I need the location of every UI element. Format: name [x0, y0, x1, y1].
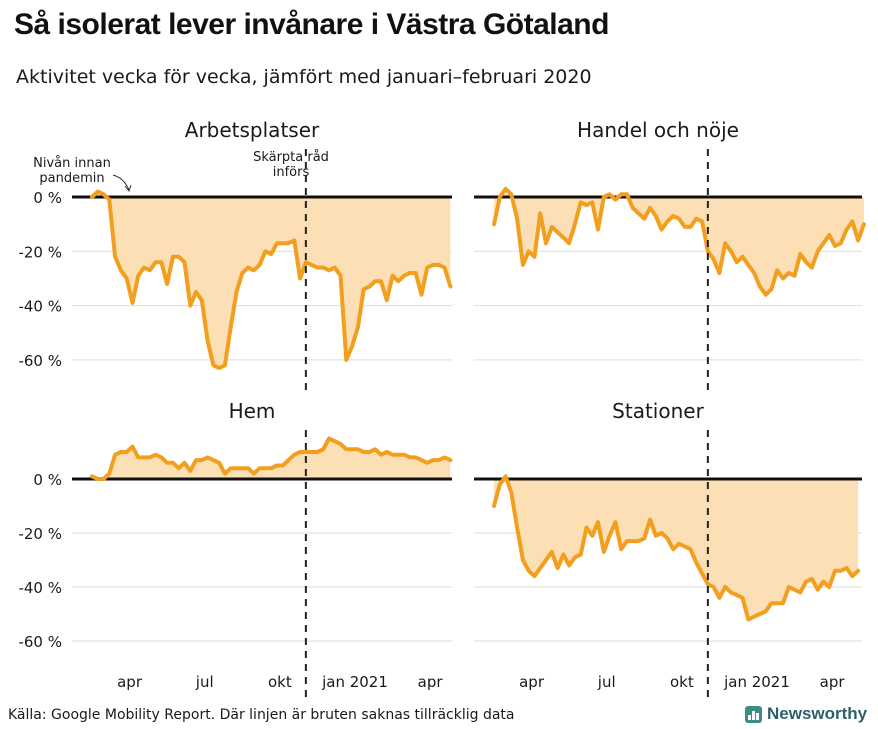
series-line	[492, 474, 861, 622]
x-tick-label: apr	[820, 673, 846, 691]
panel-3: 0 % -20 % -40 % -60 % Hem apr jul okt jan 2021 ap…	[18, 399, 453, 700]
panel-1: 0 % -20 % -40 % -60 % Arbetsplatser	[18, 118, 453, 395]
series-line	[492, 186, 866, 297]
series-line	[90, 436, 453, 481]
series-area	[494, 476, 859, 620]
baseline-annotation: Nivån innan pandemin	[33, 156, 111, 186]
x-tick-label: jan 2021	[321, 673, 388, 691]
x-tick-label: jul	[195, 673, 214, 691]
x-tick-label: okt	[670, 673, 694, 691]
brand-logo[interactable]: Newsworthy	[745, 704, 867, 724]
panel-title: Hem	[229, 399, 276, 423]
bar-chart-icon	[745, 705, 762, 723]
y-tick-label: -20 %	[18, 243, 62, 261]
source-note: Källa: Google Mobility Report. Där linje…	[8, 707, 515, 723]
x-tick-label: okt	[268, 673, 292, 691]
panel-title: Handel och nöje	[577, 118, 739, 142]
y-tick-label: -20 %	[18, 525, 62, 543]
x-tick-label: apr	[418, 673, 444, 691]
x-tick-label: jul	[597, 673, 616, 691]
x-tick-label: jan 2021	[723, 673, 790, 691]
panel-title: Arbetsplatser	[185, 118, 320, 142]
y-tick-label: -60 %	[18, 352, 62, 370]
x-tick-label: apr	[519, 673, 545, 691]
annotation-arrow	[112, 174, 130, 191]
annotation-arrowhead	[124, 184, 132, 193]
panel-4: Stationer apr jul okt jan 2021 apr	[474, 399, 862, 700]
y-tick-label: -40 %	[18, 298, 62, 316]
panel-2: Handel och nöje	[474, 118, 866, 395]
series-line	[90, 189, 453, 370]
chart-title: Så isolerat lever invånare i Västra Göta…	[14, 8, 609, 41]
panel-title: Stationer	[612, 399, 704, 423]
brand-name: Newsworthy	[767, 704, 868, 723]
y-tick-label: 0 %	[33, 471, 62, 489]
policy-annotation: Skärpta råd införs	[253, 150, 329, 180]
x-tick-label: apr	[117, 673, 143, 691]
series-area	[92, 191, 451, 368]
y-tick-label: -40 %	[18, 579, 62, 597]
y-tick-label: 0 %	[33, 189, 62, 207]
series-area	[494, 188, 864, 295]
chart-subtitle: Aktivitet vecka för vecka, jämfört med j…	[16, 66, 592, 88]
y-tick-label: -60 %	[18, 633, 62, 651]
series-area	[92, 438, 451, 479]
